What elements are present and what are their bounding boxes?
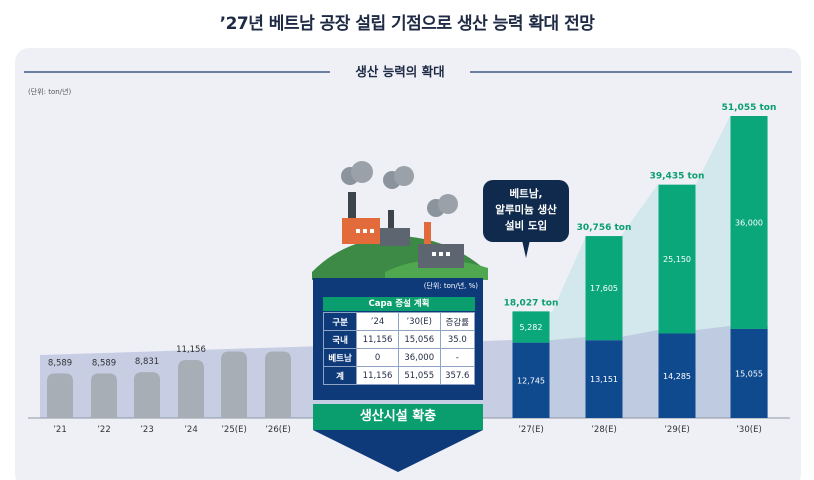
table-header-cell: ’24 — [356, 312, 399, 331]
bar-segment-domestic — [730, 328, 768, 418]
table-cell: 11,156 — [356, 330, 399, 349]
bar-segment-domestic — [585, 340, 623, 418]
table-cell: 36,000 — [397, 348, 441, 367]
callout-line: 설비 도입 — [504, 220, 548, 232]
bar-segment-vietnam — [658, 184, 696, 334]
bar — [134, 372, 160, 418]
bar — [265, 351, 291, 418]
table-header-cell: ’30(E) — [397, 312, 441, 331]
capa-table: 구분 ’24 ’30(E) 증감률 국내 11,156 15,056 35.0 … — [322, 312, 476, 385]
unit-label: (단위: ton/년) — [28, 87, 71, 96]
factory-illustration — [312, 161, 488, 280]
section-title: 생산 능력의 확대 — [355, 64, 444, 79]
bar-segment-domestic — [658, 333, 696, 418]
domestic-value-label: 12,745 — [517, 376, 545, 385]
vietnam-value-label: 5,282 — [520, 323, 543, 332]
table-row: 계 11,156 51,055 357.6 — [322, 366, 476, 385]
vietnam-callout: 베트남, 알루미늄 생산 설비 도입 — [483, 180, 569, 242]
vietnam-value-label: 17,605 — [590, 284, 618, 293]
x-tick-label: ’24 — [184, 425, 198, 435]
x-tick-label: ’22 — [97, 425, 111, 435]
table-cell: 0 — [356, 348, 399, 367]
x-tick-label: ’23 — [140, 425, 154, 435]
vietnam-value-label: 36,000 — [735, 218, 763, 227]
bar-value-label: 8,589 — [48, 358, 72, 368]
table-header-row: 구분 ’24 ’30(E) 증감률 — [322, 312, 476, 331]
x-tick-label: ’21 — [53, 425, 67, 435]
bar — [221, 351, 247, 418]
callout-line: 알루미늄 생산 — [495, 204, 557, 216]
table-cell: 15,056 — [397, 330, 441, 349]
x-tick-label: ’26(E) — [265, 425, 291, 435]
page-title: ’27년 베트남 공장 설립 기점으로 생산 능력 확대 전망 — [219, 14, 595, 34]
total-value-label: 30,756 ton — [577, 223, 632, 233]
x-tick-label: ’25(E) — [221, 425, 247, 435]
table-cell: - — [439, 348, 476, 367]
domestic-value-label: 13,151 — [590, 375, 618, 384]
total-value-label: 51,055 ton — [722, 103, 777, 113]
bar — [178, 359, 204, 418]
bar — [47, 373, 73, 418]
table-cell: 계 — [322, 366, 358, 385]
capa-table-panel: (단위: ton/년, %) Capa 증설 계획 구분 ’24 ’30(E) … — [313, 278, 483, 400]
domestic-value-label: 14,285 — [663, 372, 691, 381]
x-tick-label: ’30(E) — [736, 425, 762, 435]
x-tick-label: ’29(E) — [664, 425, 690, 435]
total-value-label: 39,435 ton — [650, 172, 705, 182]
table-cell: 357.6 — [439, 366, 476, 385]
table-title: Capa 증설 계획 — [323, 297, 475, 311]
bars-group: 8,589’218,589’228,831’2311,156’24’25(E)’… — [47, 103, 776, 435]
table-header-cell: 구분 — [322, 312, 358, 331]
callout-pointer — [522, 240, 530, 258]
bar-segment-domestic — [512, 342, 550, 418]
bar-value-label: 8,831 — [135, 357, 159, 367]
total-value-label: 18,027 ton — [504, 298, 559, 308]
x-tick-label: ’27(E) — [518, 425, 544, 435]
table-cell: 국내 — [322, 330, 358, 349]
x-tick-label: ’28(E) — [591, 425, 617, 435]
table-header-cell: 증감률 — [439, 312, 476, 331]
bar — [91, 373, 117, 418]
vietnam-value-label: 25,150 — [663, 255, 691, 264]
table-cell: 베트남 — [322, 348, 358, 367]
bar-value-label: 11,156 — [176, 345, 206, 355]
table-unit: (단위: ton/년, %) — [423, 282, 478, 290]
table-cell: 51,055 — [397, 366, 441, 385]
bar-segment-vietnam — [585, 236, 623, 341]
banner-arrow — [313, 430, 483, 472]
table-row: 국내 11,156 15,056 35.0 — [322, 330, 476, 349]
table-row: 베트남 0 36,000 - — [322, 348, 476, 367]
domestic-value-label: 15,055 — [735, 369, 763, 378]
bar-segment-vietnam — [512, 311, 550, 343]
callout-line: 베트남, — [509, 188, 543, 200]
expansion-banner: 생산시설 확충 — [313, 404, 483, 430]
bar-segment-vietnam — [730, 116, 768, 329]
bar-value-label: 8,589 — [92, 358, 116, 368]
table-cell: 11,156 — [356, 366, 399, 385]
table-cell: 35.0 — [439, 330, 476, 349]
